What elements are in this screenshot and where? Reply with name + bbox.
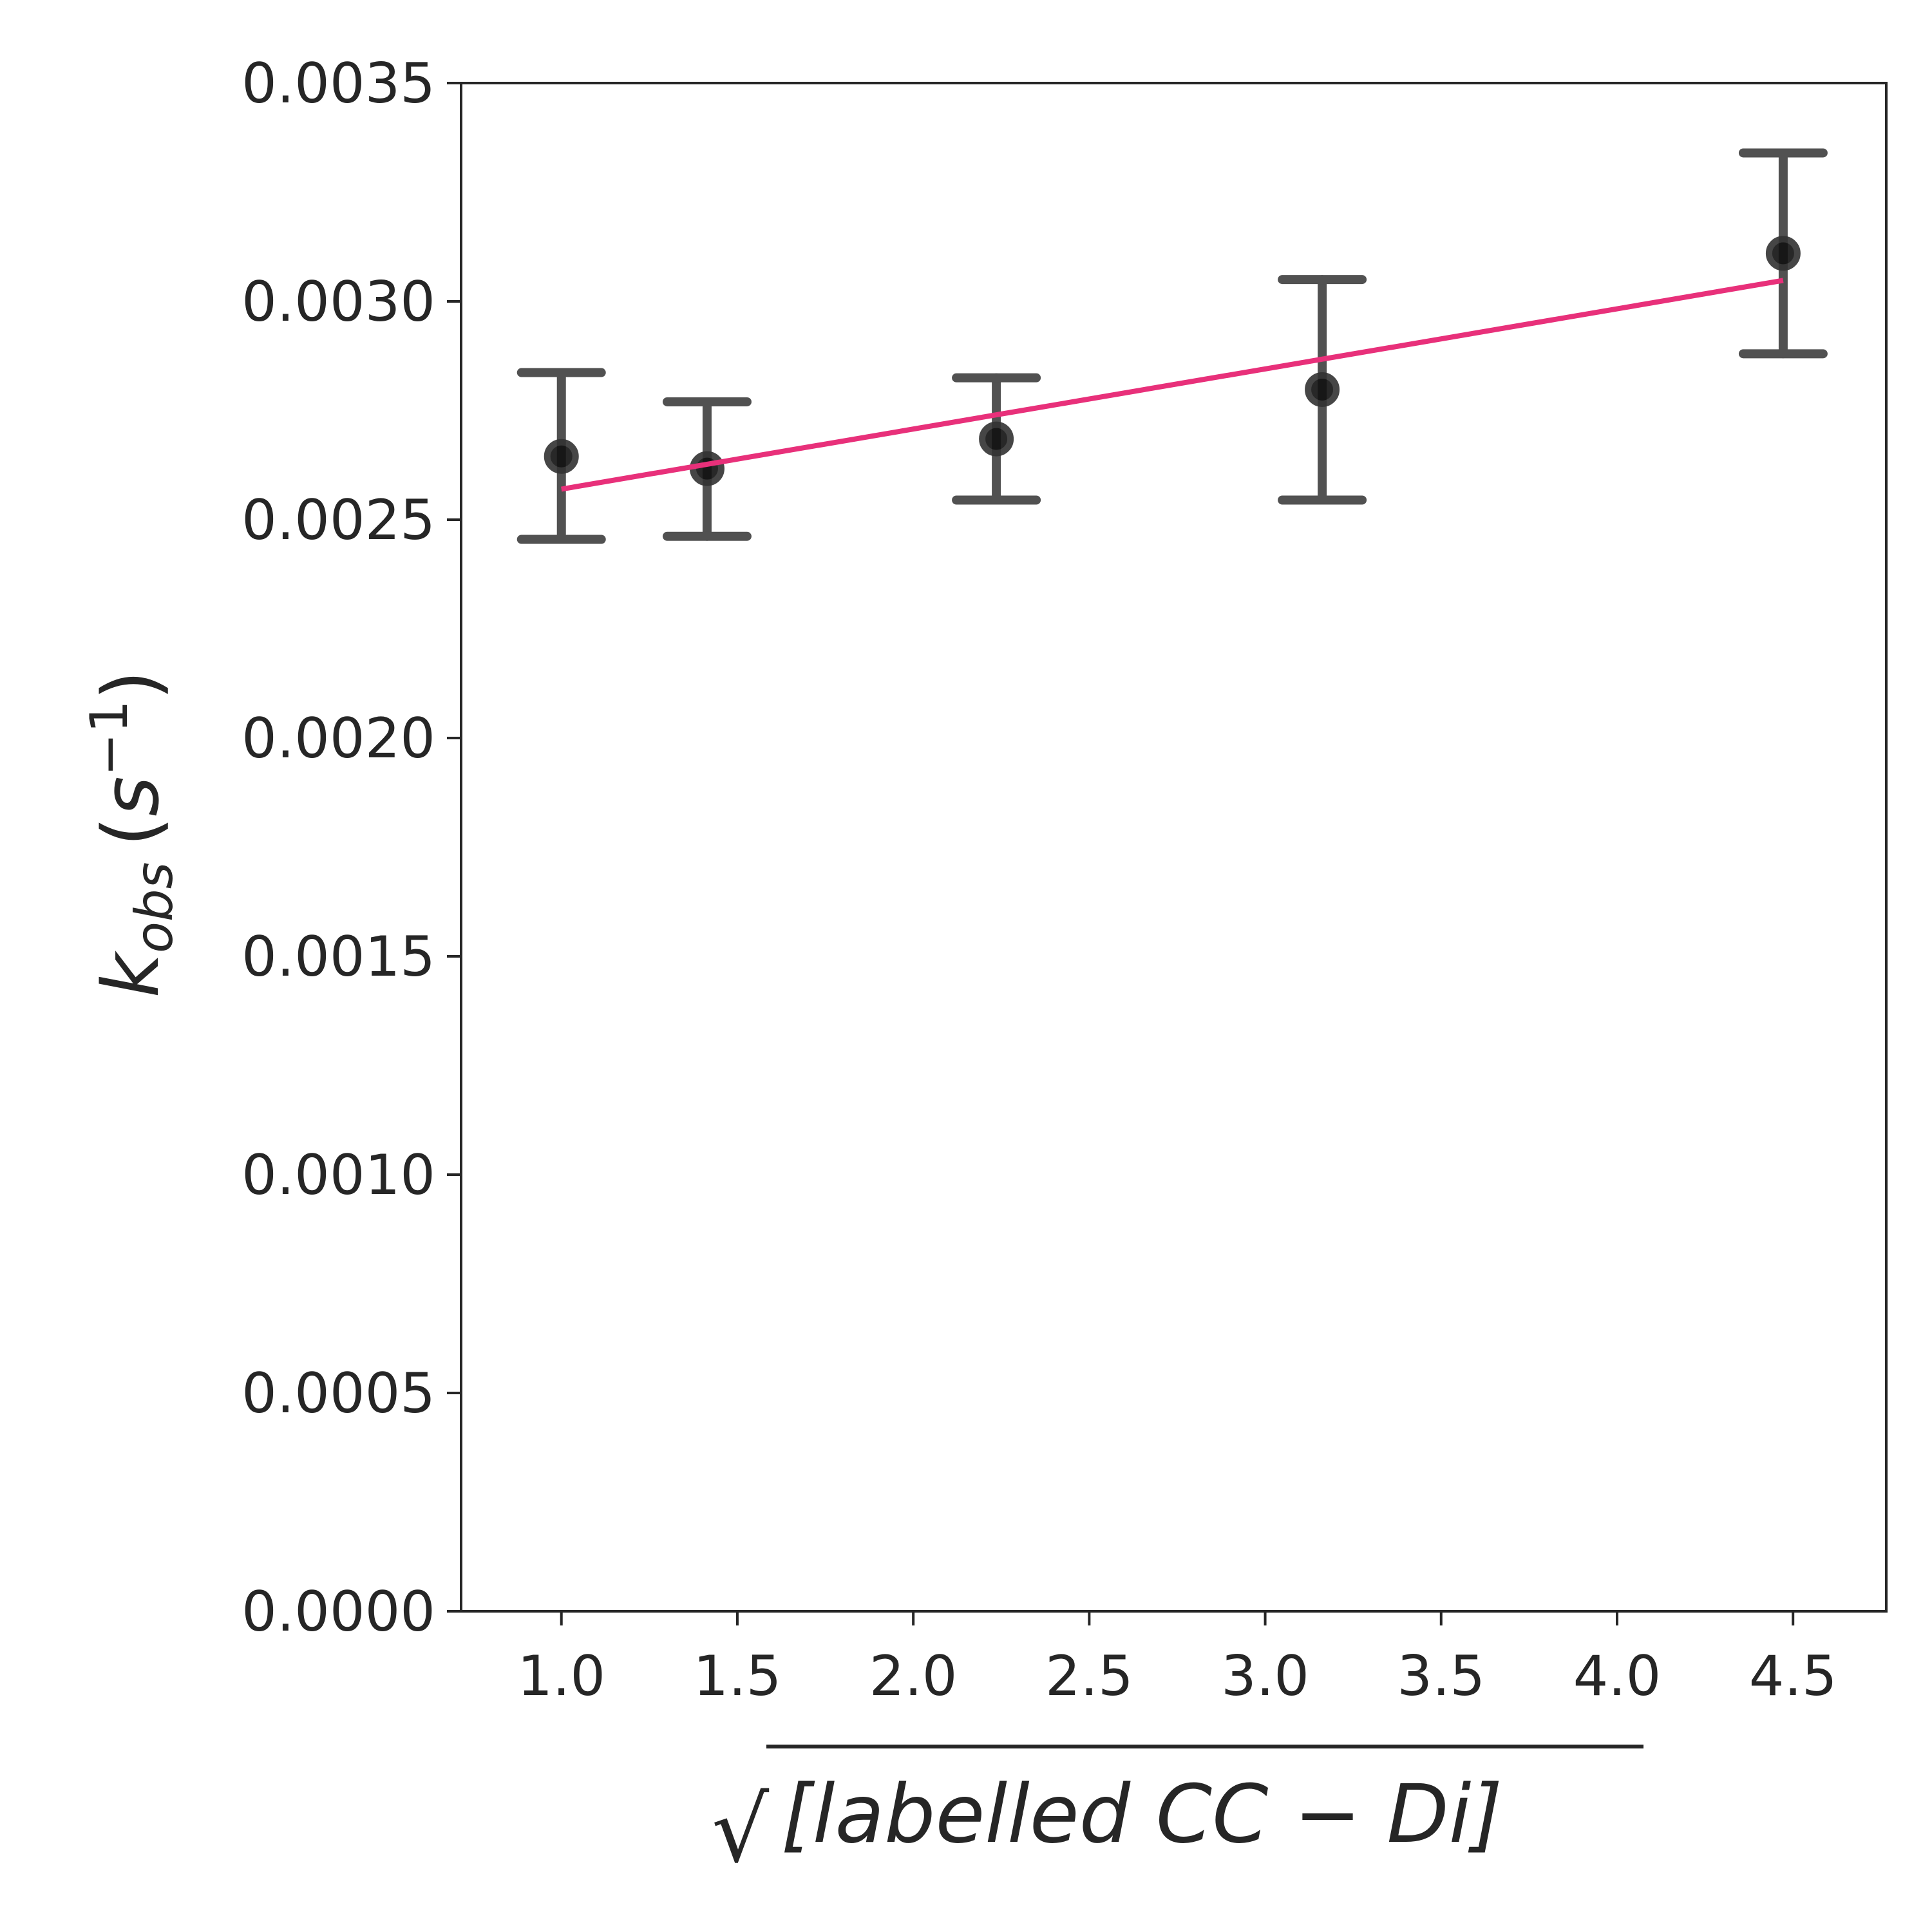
y-axis-label-unit-exponent: −1 <box>79 700 139 776</box>
axes-frame <box>460 82 1888 1613</box>
data-point <box>689 451 724 486</box>
y-axis-label-unit-base: s <box>87 776 176 817</box>
fit-line <box>561 278 1784 492</box>
x-axis-label-text: [labelled CC − Di] <box>781 1768 1502 1861</box>
x-tick-label: 1.0 <box>517 1644 605 1709</box>
data-point <box>544 439 579 474</box>
y-tick-label: 0.0020 <box>242 706 435 771</box>
y-tick-label: 0.0000 <box>242 1580 435 1644</box>
x-axis-ticks: 1.0 1.5 2.0 2.5 3.0 3.5 4.0 4.5 <box>517 1611 1837 1709</box>
x-tick-label: 2.5 <box>1045 1644 1133 1709</box>
y-tick-label: 0.0030 <box>242 270 435 334</box>
x-axis-label-radical: √ <box>712 1778 770 1883</box>
x-tick-label: 4.0 <box>1573 1644 1662 1709</box>
data-point <box>1765 236 1801 271</box>
x-tick-label: 1.5 <box>694 1644 782 1709</box>
y-axis-label-subscript: obs <box>124 862 184 953</box>
y-tick-label: 0.0015 <box>242 925 435 989</box>
plot-area <box>516 148 1828 544</box>
y-axis-label: kobs (s−1) <box>79 670 184 998</box>
y-tick-label: 0.0005 <box>242 1361 435 1426</box>
y-tick-label: 0.0010 <box>242 1143 435 1208</box>
x-axis-label: √ [labelled CC − Di] <box>712 1745 1643 1883</box>
x-tick-label: 3.5 <box>1397 1644 1485 1709</box>
data-point <box>979 421 1014 457</box>
y-axis-label-base: k <box>87 951 176 998</box>
x-tick-label: 4.5 <box>1749 1644 1837 1709</box>
y-tick-label: 0.0035 <box>242 52 435 116</box>
data-point <box>1305 372 1340 407</box>
y-axis-label-unit-close: ) <box>87 670 176 700</box>
y-axis-ticks: 0.0000 0.0005 0.0010 0.0015 0.0020 0.0025 0.00… <box>242 52 461 1644</box>
x-tick-label: 2.0 <box>869 1644 958 1709</box>
x-tick-label: 3.0 <box>1221 1644 1309 1709</box>
y-tick-label: 0.0025 <box>242 488 435 553</box>
y-axis-label-unit-open: ( <box>87 817 176 847</box>
